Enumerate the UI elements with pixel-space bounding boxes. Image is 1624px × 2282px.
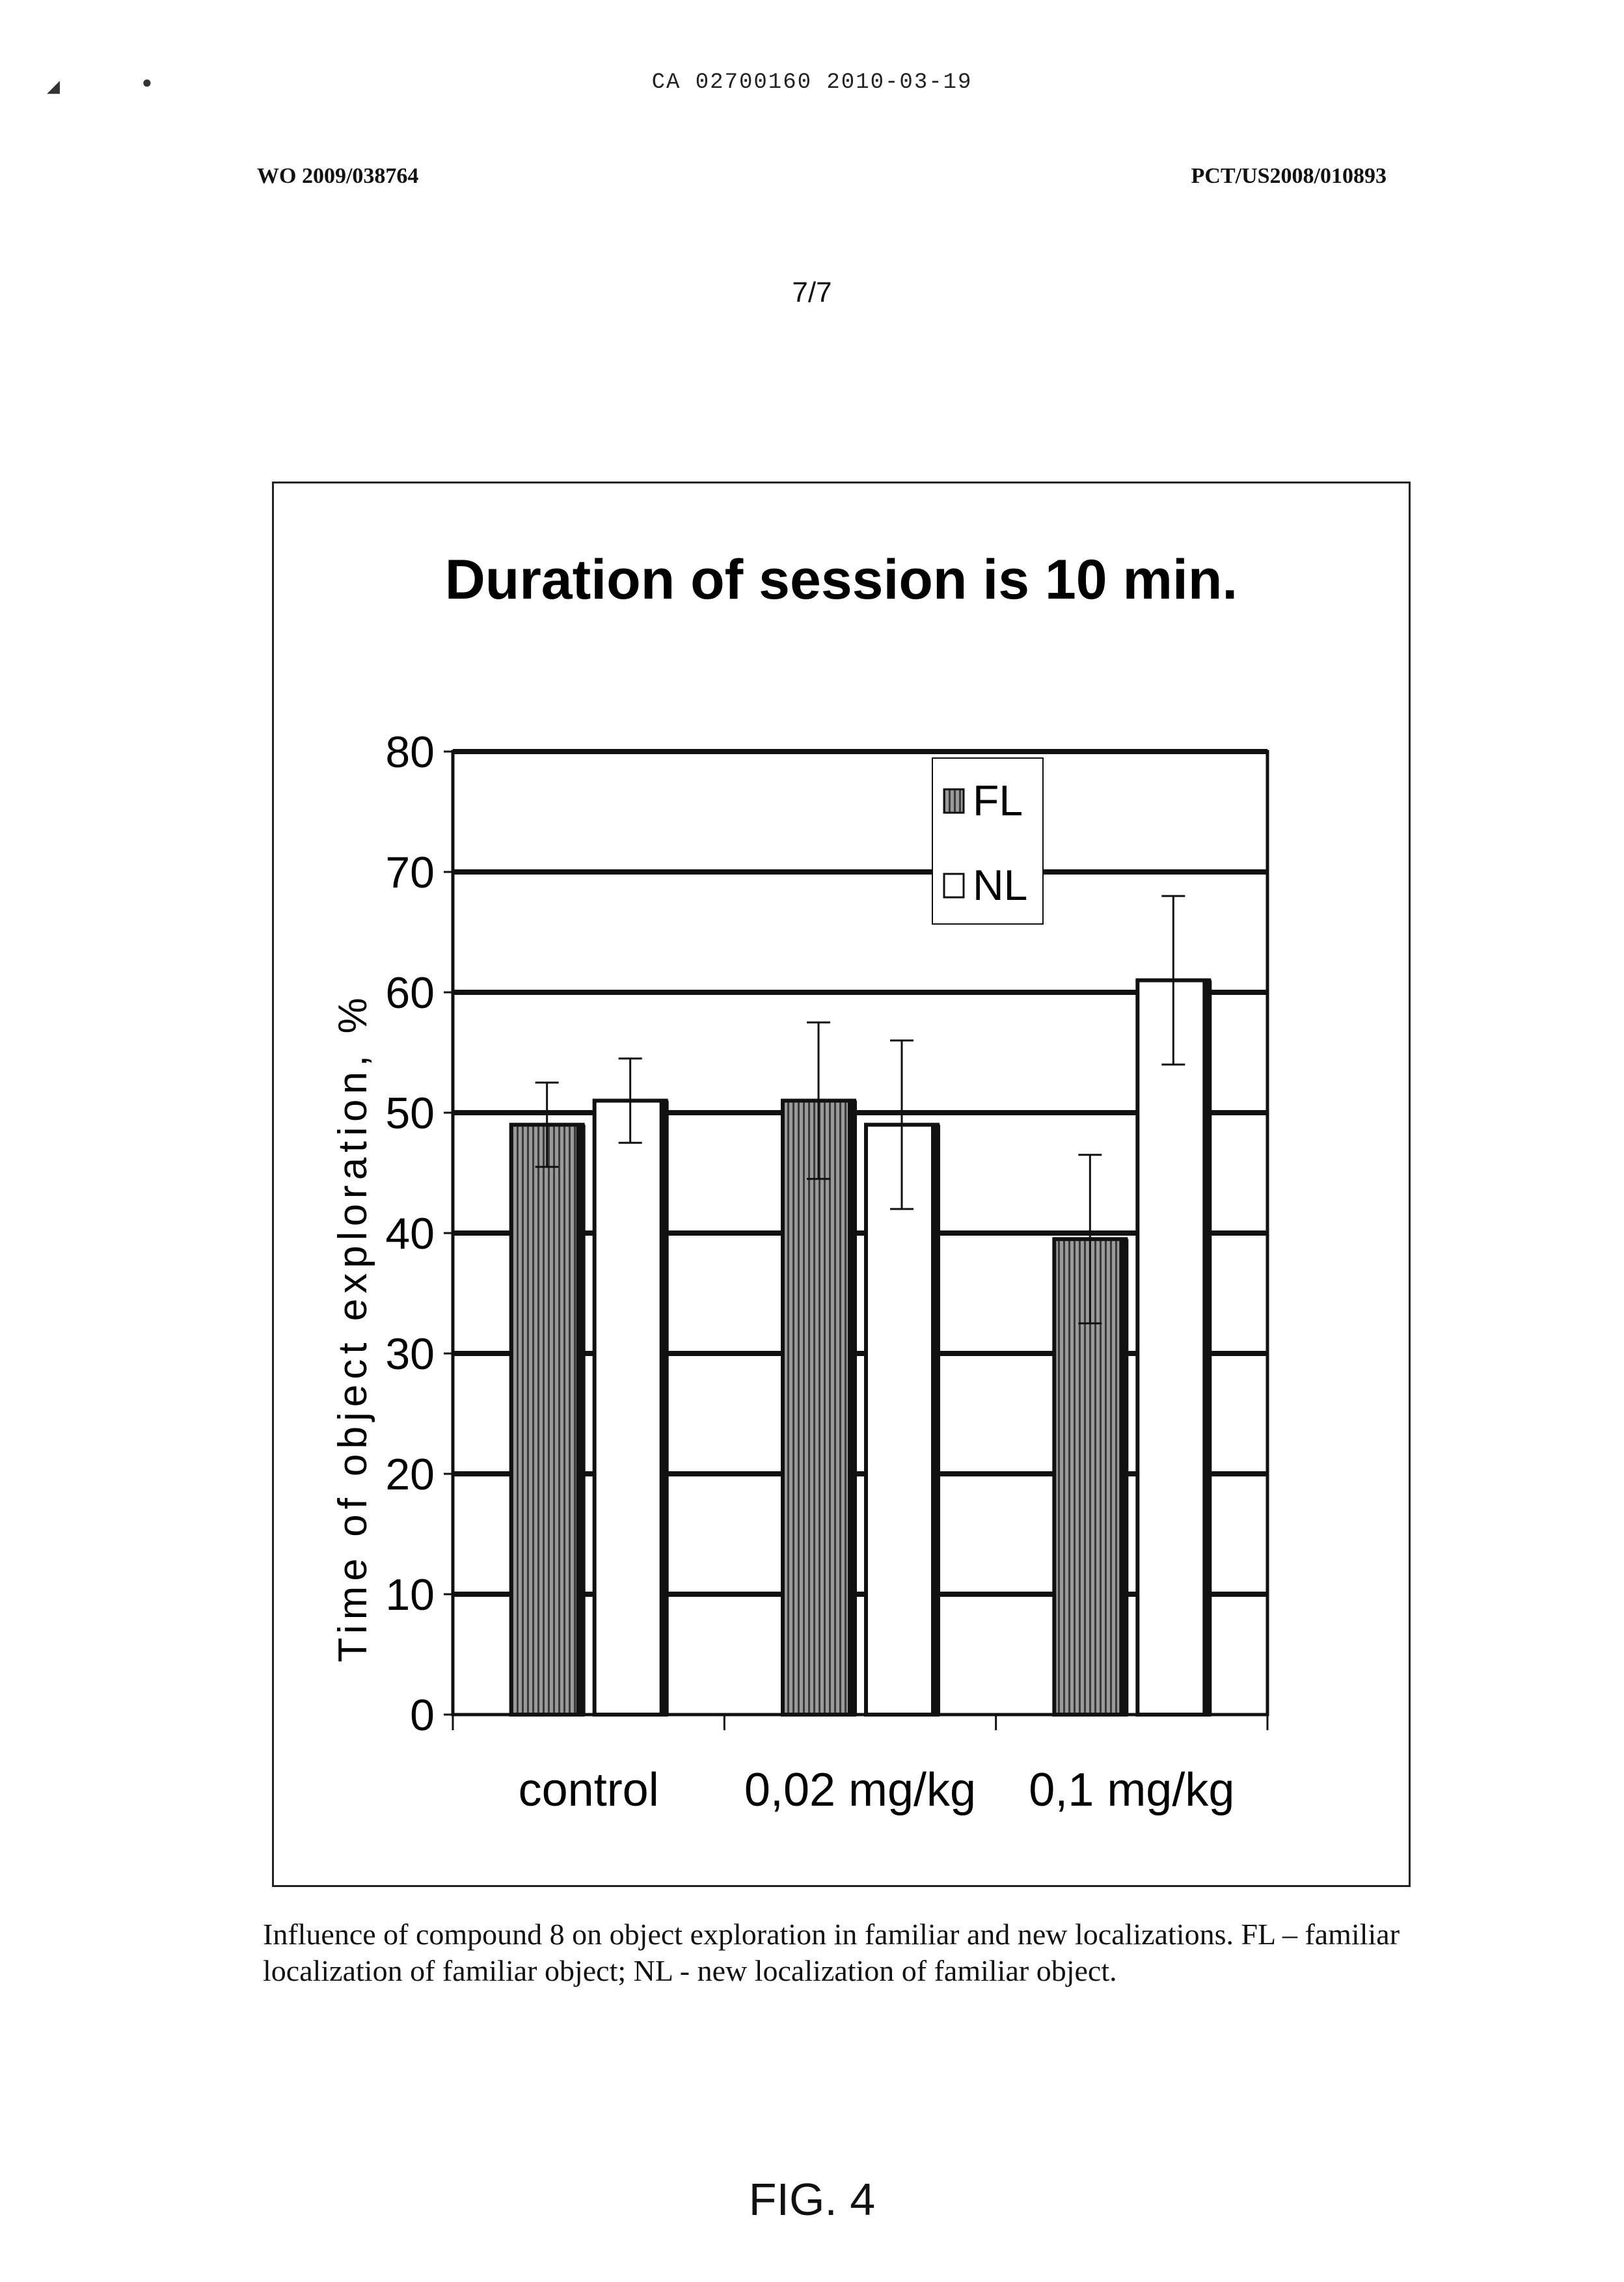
y-tick-label-20: 20 <box>385 1450 435 1499</box>
legend: FL NL <box>932 758 1043 924</box>
bar-fl-0 <box>511 1125 583 1715</box>
y-tick-label-60: 60 <box>385 968 435 1018</box>
figure-caption: Influence of compound 8 on object explor… <box>263 1916 1428 1989</box>
legend-swatch-fl <box>944 789 964 813</box>
x-tick-label-0: control <box>519 1764 659 1816</box>
figure-label: FIG. 4 <box>0 2173 1624 2225</box>
x-tick-label-2: 0,1 mg/kg <box>1029 1764 1234 1816</box>
y-tick-label-0: 0 <box>410 1691 435 1740</box>
bar-nl-1 <box>866 1125 938 1715</box>
x-tick-label-1: 0,02 mg/kg <box>744 1764 976 1816</box>
bar-fl-1 <box>783 1101 854 1715</box>
y-tick-label-70: 70 <box>385 848 435 897</box>
page-number: 7/7 <box>0 277 1624 309</box>
ca-document-number: CA 02700160 2010-03-19 <box>0 70 1624 95</box>
legend-swatch-nl <box>944 874 964 897</box>
y-tick-label-50: 50 <box>385 1089 435 1138</box>
legend-label-nl: NL <box>973 861 1027 909</box>
y-tick-label-40: 40 <box>385 1209 435 1258</box>
bar-nl-0 <box>595 1101 666 1715</box>
bar-shadow-nl-0 <box>660 1101 669 1715</box>
bar-shadow-nl-1 <box>931 1125 940 1715</box>
legend-label-fl: FL <box>973 776 1023 824</box>
bar-shadow-nl-2 <box>1202 981 1211 1715</box>
bar-shadow-fl-0 <box>576 1125 586 1715</box>
bar-chart: Duration of session is 10 min. Time of o… <box>272 482 1411 1887</box>
pct-application-number: PCT/US2008/010893 <box>1191 164 1387 189</box>
wo-publication-number: WO 2009/038764 <box>257 164 418 189</box>
y-tick-label-30: 30 <box>385 1329 435 1379</box>
y-tick-label-10: 10 <box>385 1570 435 1620</box>
bar-shadow-fl-2 <box>1119 1239 1128 1715</box>
bar-shadow-fl-1 <box>848 1101 857 1715</box>
bar-nl-2 <box>1137 981 1209 1715</box>
y-axis-label: Time of object exploration, % <box>331 992 375 1662</box>
chart-title: Duration of session is 10 min. <box>445 549 1238 611</box>
y-tick-label-80: 80 <box>385 727 435 777</box>
